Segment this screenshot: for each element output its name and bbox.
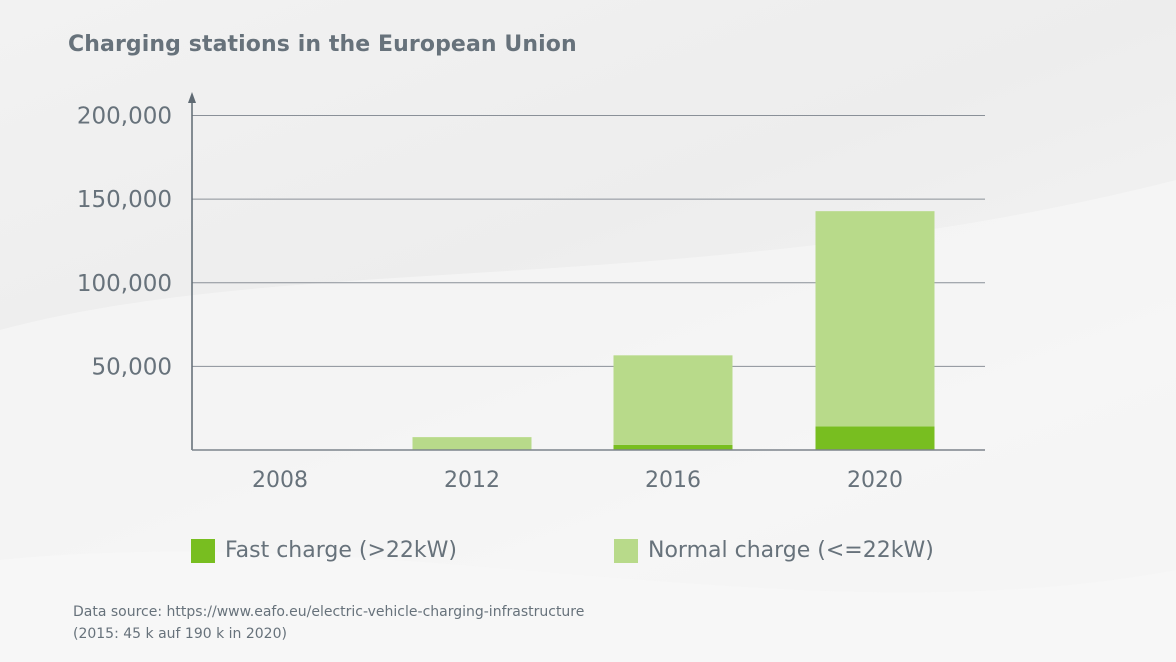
x-tick-label: 2016 [645,468,701,493]
bar-normal-2012 [412,437,532,450]
source-line-2: (2015: 45 k auf 190 k in 2020) [73,626,287,642]
bar-normal-2020 [815,211,935,427]
source-line-1: Data source: https://www.eafo.eu/electri… [73,604,585,620]
legend-swatch-fast [191,538,215,563]
data-source-note: Data source: https://www.eafo.eu/electri… [73,601,584,645]
y-tick-label: 100,000 [77,271,172,297]
y-tick-label: 50,000 [92,354,172,380]
legend-label-normal: Normal charge (<=22kW) [648,538,934,563]
y-tick-label: 200,000 [77,104,172,130]
legend-swatch-normal [614,538,638,563]
legend-item-fast: Fast charge (>22kW) [191,538,457,563]
y-axis-arrow-icon [188,92,196,103]
legend-item-normal: Normal charge (<=22kW) [614,538,934,563]
chart-title: Charging stations in the European Union [68,32,577,57]
bar-normal-2016 [613,355,733,445]
y-tick-label: 150,000 [77,187,172,213]
bar-fast-2016 [613,444,733,450]
bar-fast-2020 [815,426,935,450]
x-tick-label: 2008 [252,468,308,493]
legend-label-fast: Fast charge (>22kW) [225,538,457,563]
x-tick-label: 2020 [847,468,903,493]
x-tick-label: 2012 [444,468,500,493]
